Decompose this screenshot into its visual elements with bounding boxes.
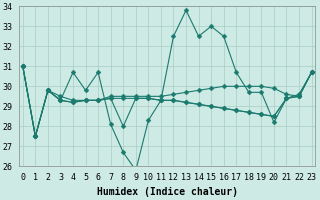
X-axis label: Humidex (Indice chaleur): Humidex (Indice chaleur)	[97, 187, 238, 197]
